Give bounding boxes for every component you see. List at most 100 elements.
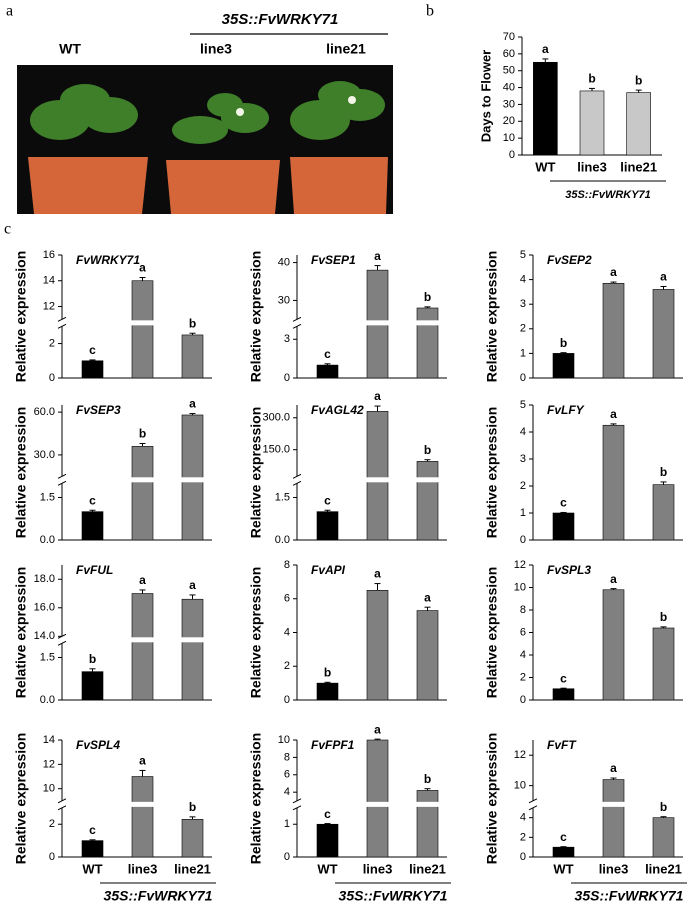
- x-tick-label: line21: [645, 861, 682, 876]
- axis-break: [292, 316, 302, 322]
- y-tick-label: 8: [520, 604, 526, 616]
- bar-break: [131, 637, 154, 643]
- y-tick-label: 2: [49, 337, 55, 349]
- significance-letter: a: [189, 397, 196, 411]
- axis-break: [528, 798, 538, 804]
- chart-title: FvFPF1: [311, 738, 355, 752]
- bar: [416, 307, 439, 379]
- y-tick-label: 4: [284, 626, 290, 638]
- chart-title: FvSEP1: [311, 253, 356, 267]
- group-label: 35S::FvWRKY71: [565, 189, 651, 201]
- significance-letter: a: [660, 270, 667, 284]
- bar: [416, 790, 439, 858]
- y-tick-label: 5: [520, 399, 526, 411]
- significance-letter: b: [424, 772, 431, 786]
- panel-label: b: [426, 3, 434, 20]
- y-tick-label: 0: [284, 694, 290, 706]
- pot: [28, 157, 388, 214]
- y-axis-label: Days to Flower: [478, 50, 493, 142]
- bar: [533, 61, 558, 156]
- y-tick-label: 12: [514, 749, 526, 761]
- bar: [366, 590, 389, 701]
- y-tick-label: 1.5: [40, 491, 55, 503]
- bar: [416, 610, 439, 701]
- bar: [316, 682, 339, 701]
- bar-break: [602, 801, 625, 807]
- y-tick-label: 0: [509, 149, 515, 161]
- x-tick-label: line3: [577, 159, 607, 174]
- y-tick-label: 0: [520, 694, 526, 706]
- y-tick-label: 4: [520, 426, 526, 438]
- y-axis-label: Relative expression: [248, 407, 264, 539]
- chart-title: FvLFY: [547, 403, 585, 417]
- significance-letter: c: [324, 493, 331, 507]
- y-tick-label: 2: [520, 831, 526, 843]
- y-tick-label: 10: [278, 734, 290, 746]
- y-tick-label: 8: [284, 751, 290, 763]
- y-tick-label: 0: [520, 851, 526, 863]
- y-axis-label: Relative expression: [484, 407, 500, 539]
- axis-break: [57, 316, 67, 322]
- y-axis-label: Relative expression: [248, 251, 264, 383]
- y-tick-label: 0.0: [40, 694, 55, 706]
- y-tick-label: 1: [284, 818, 290, 830]
- significance-letter: c: [560, 671, 567, 685]
- y-axis-label: Relative expression: [248, 733, 264, 865]
- significance-letter: b: [660, 465, 667, 479]
- y-tick-label: 8: [284, 559, 290, 571]
- bar-break: [416, 320, 439, 326]
- bar: [652, 817, 675, 858]
- significance-letter: c: [560, 496, 567, 510]
- bar: [81, 360, 104, 379]
- significance-letter: a: [139, 754, 146, 768]
- y-tick-label: 1.5: [275, 491, 290, 503]
- bar-break: [131, 320, 154, 326]
- significance-letter: b: [189, 316, 196, 330]
- photo-label: line3: [200, 41, 232, 57]
- axis-break: [57, 798, 67, 804]
- y-tick-label: 2: [520, 671, 526, 683]
- bar-break: [131, 801, 154, 807]
- significance-letter: b: [324, 665, 331, 679]
- photo-label: WT: [59, 41, 81, 57]
- significance-letter: c: [324, 807, 331, 821]
- x-tick-label: WT: [535, 159, 555, 174]
- significance-letter: c: [89, 343, 96, 357]
- axis-break: [57, 480, 67, 486]
- bar: [316, 823, 339, 858]
- significance-letter: c: [560, 830, 567, 844]
- y-tick-label: 6: [520, 626, 526, 638]
- bar-break: [131, 477, 154, 483]
- photo: [17, 65, 393, 214]
- bar-break: [416, 477, 439, 483]
- panel-label: c: [4, 221, 11, 238]
- axis-break: [292, 480, 302, 486]
- y-tick-label: 3: [520, 298, 526, 310]
- y-tick-label: 30: [503, 98, 515, 110]
- axis-break: [528, 805, 538, 811]
- y-axis-label: Relative expression: [13, 733, 29, 865]
- y-axis-label: Relative expression: [484, 251, 500, 383]
- x-tick-label: line3: [363, 861, 393, 876]
- y-tick-label: 0: [284, 372, 290, 384]
- bar: [652, 484, 675, 541]
- y-tick-label: 40: [278, 256, 290, 268]
- y-tick-label: 0: [49, 851, 55, 863]
- y-axis-label: Relative expression: [484, 567, 500, 699]
- bar-break: [181, 637, 204, 643]
- y-tick-label: 14.0: [34, 630, 55, 642]
- significance-letter: a: [139, 573, 146, 587]
- y-tick-label: 5: [520, 249, 526, 261]
- significance-letter: b: [424, 290, 431, 304]
- panel-label: a: [6, 3, 13, 20]
- axis-break: [292, 323, 302, 329]
- bar: [552, 353, 575, 379]
- x-tick-label: WT: [82, 861, 102, 876]
- bar: [416, 461, 439, 541]
- y-tick-label: 10: [43, 783, 55, 795]
- bar: [181, 598, 204, 701]
- y-tick-label: 14: [43, 275, 55, 287]
- significance-letter: b: [189, 800, 196, 814]
- y-axis-label: Relative expression: [484, 733, 500, 865]
- significance-letter: b: [139, 427, 146, 441]
